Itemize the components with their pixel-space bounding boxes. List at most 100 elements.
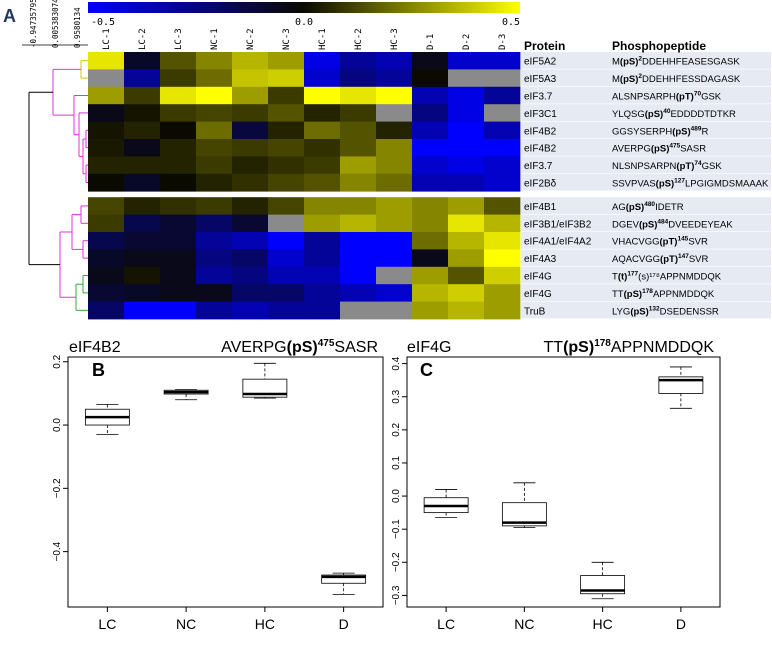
peptide-suffix: LPGIGMDSMAAAK [685, 179, 769, 190]
heatmap-cell [340, 121, 377, 140]
peptide-position: 484 [657, 218, 668, 225]
heatmap-cell [160, 197, 197, 215]
heatmap-cell [268, 214, 305, 233]
heatmap-cell [268, 232, 305, 250]
peptide-prefix: VHACVGG [612, 237, 660, 248]
peptide-prefix: AQACVGG [612, 254, 660, 265]
boxplot-b: −0.4 −0.2 0.0 0.2 LC NC HC D [52, 354, 384, 632]
heatmap-cell [124, 156, 161, 175]
heatmap-cell [412, 197, 449, 215]
heatmap-cell [304, 232, 341, 250]
heatmap-cell [88, 86, 125, 105]
heatmap-cell [268, 86, 305, 105]
heatmap-cell [484, 266, 521, 285]
heatmap-row-stripes [521, 52, 771, 319]
peptide-prefix: M [612, 57, 620, 68]
heatmap-cell [412, 156, 449, 175]
row-peptide-label: M(pS)2DDEHHFESSDAGASK [612, 73, 741, 85]
heatmap-cell [268, 121, 305, 140]
heatmap-cell [448, 69, 485, 88]
heatmap-cell [484, 104, 521, 122]
peptide-site: (pS) [563, 339, 594, 356]
heatmap-cell [124, 249, 161, 268]
x-tick-label: HC [255, 616, 275, 632]
heatmap-cell [232, 249, 269, 268]
heatmap-column-label: NC-1 [210, 28, 220, 50]
x-tick-label: HC [593, 616, 613, 632]
x-tick-label: LC [98, 616, 116, 632]
heatmap-cell [448, 197, 485, 215]
y-tick-label: 0.0 [391, 489, 402, 503]
peptide-prefix: TT [612, 289, 624, 300]
heatmap-cell [232, 266, 269, 285]
y-tick-label: 0.1 [391, 456, 402, 470]
heatmap-cell [196, 52, 233, 70]
row-peptide-label: VHACVGG(pT)145SVR [612, 236, 708, 248]
heatmap-cell [88, 266, 125, 285]
peptide-prefix: SSVPVAS [612, 179, 656, 190]
heatmap-cell [88, 52, 125, 70]
peptide-position: 132 [649, 305, 660, 312]
heatmap-cell [340, 52, 377, 70]
heatmap-cell [448, 214, 485, 233]
heatmap-column-label: LC-2 [138, 28, 148, 50]
heatmap-cell [340, 266, 377, 285]
panel-b-protein: eIF4B2 [69, 339, 121, 356]
row-protein-label: eIF5A3 [524, 74, 557, 85]
boxplot-c: −0.3 −0.2 −0.1 0.0 0.1 0.2 0.3 0.4 LC NC HC D [391, 356, 721, 632]
heatmap-cell [268, 173, 305, 192]
peptide-site: (pS) [620, 74, 638, 85]
row-peptide-label: AQACVGG(pT)147SVR [612, 253, 709, 265]
heatmap-cell [268, 284, 305, 302]
row-peptide-label: M(pS)2DDEHHFEASESGASK [612, 56, 740, 68]
heatmap-cell [376, 249, 413, 268]
heatmap-cell [376, 214, 413, 233]
heatmap-cell [232, 197, 269, 215]
heatmap-cell [160, 121, 197, 140]
heatmap-cell [232, 284, 269, 302]
row-label-stripe [521, 284, 771, 301]
peptide-prefix: ALSNPSARPH [612, 92, 676, 103]
heatmap-cell [232, 86, 269, 105]
dendrogram-scale: -0.94735795 0.005383074 0.9580134 [22, 0, 88, 48]
heatmap-cell [304, 52, 341, 70]
heatmap-cell [304, 197, 341, 215]
heatmap-cell [484, 197, 521, 215]
peptide-prefix: LYG [612, 306, 630, 317]
heatmap-cell [268, 266, 305, 285]
peptide-site: (pT) [660, 254, 678, 265]
row-protein-label: eIF3.7 [524, 161, 553, 172]
heatmap-cell [196, 139, 233, 157]
row-protein-label: eIF4B2 [524, 144, 557, 155]
colorbar-tick-min: -0.5 [91, 17, 115, 28]
heatmap-cell [160, 173, 197, 192]
heatmap-cell [376, 197, 413, 215]
x-tick-label: NC [176, 616, 196, 632]
heatmap-column-label: LC-1 [102, 28, 112, 50]
heatmap-cell [484, 139, 521, 157]
heatmap-cell [196, 173, 233, 192]
heatmap-cell [340, 69, 377, 88]
peptide-position: 177 [627, 271, 638, 278]
heatmap-cell [304, 301, 341, 320]
phosphopeptide-column-header: Phosphopeptide [612, 39, 706, 53]
heatmap-cell [160, 266, 197, 285]
heatmap-cell [196, 249, 233, 268]
heatmap-cell [448, 86, 485, 105]
peptide-suffix: DVEEDEYEAK [668, 219, 733, 230]
heatmap-cell [268, 52, 305, 70]
heatmap-cell [88, 156, 125, 175]
heatmap-cell [448, 156, 485, 175]
heatmap-cell [376, 173, 413, 192]
y-tick-label: 0.2 [391, 422, 402, 436]
heatmap-cell [484, 69, 521, 88]
row-peptide-label: LYG(pS)132DSEDENSSR [612, 305, 719, 317]
heatmap-cell [484, 173, 521, 192]
peptide-prefix: AVERPG [221, 339, 287, 356]
row-label-stripe [521, 249, 771, 267]
heatmap-cell [196, 214, 233, 233]
heatmap-cell [376, 266, 413, 285]
heatmap-cell [304, 284, 341, 302]
heatmap-cell [484, 86, 521, 105]
row-peptide-label: ALSNPSARPH(pT)70GSK [612, 91, 722, 103]
